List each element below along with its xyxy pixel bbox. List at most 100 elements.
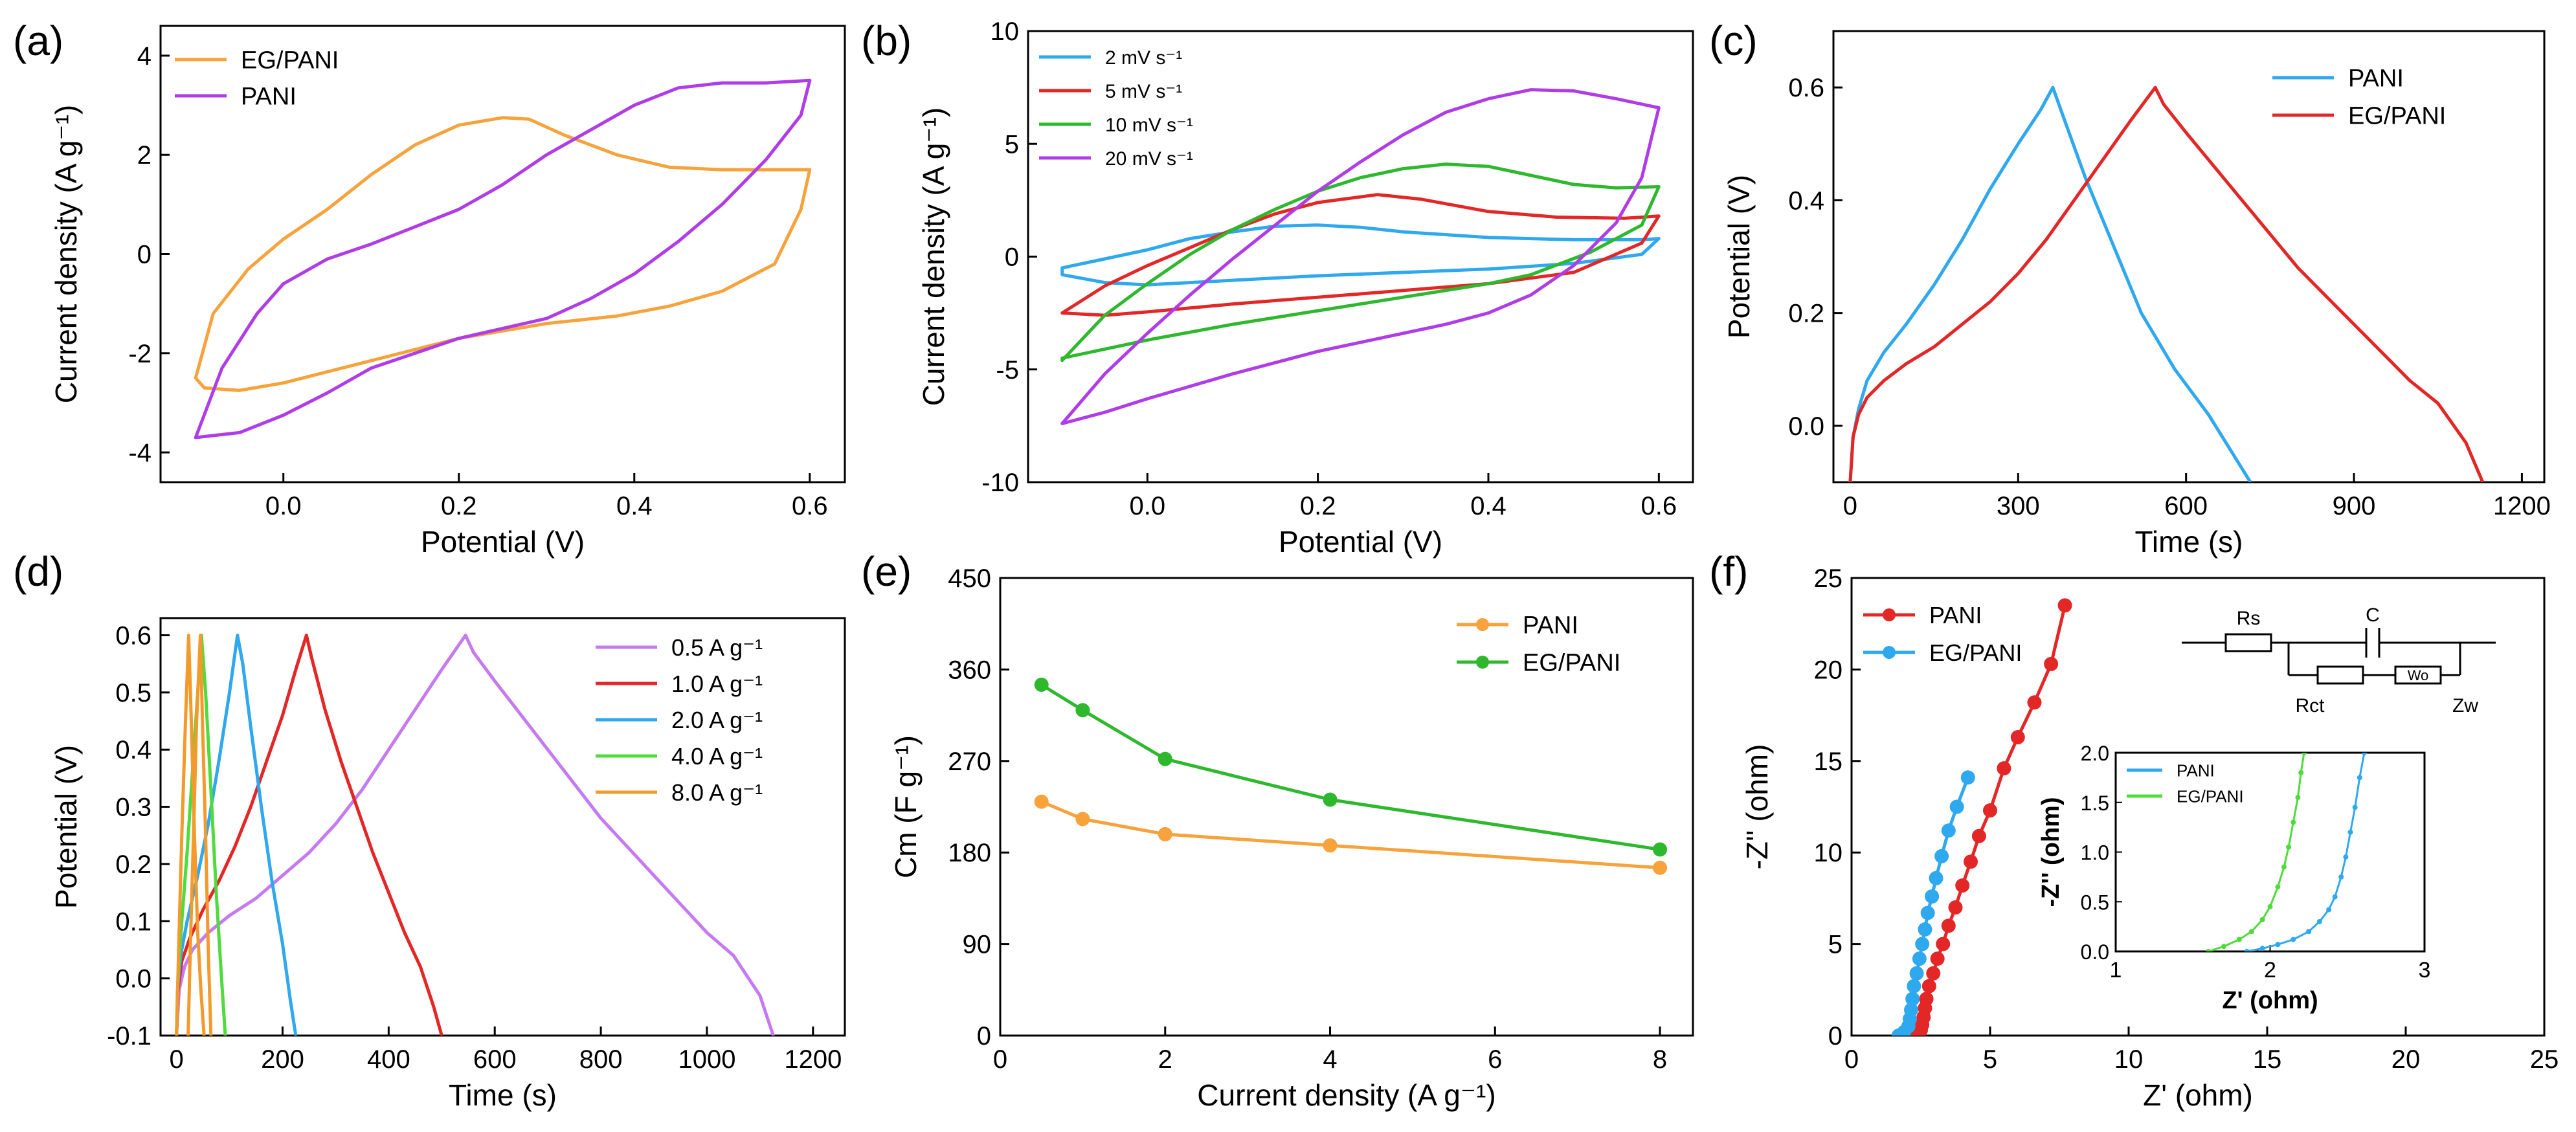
legend-label: 5 mV s⁻¹	[1105, 81, 1182, 102]
x-axis-label: Potential (V)	[1279, 525, 1442, 559]
y-tick-label: 0.4	[1788, 186, 1824, 215]
legend-marker	[1883, 608, 1896, 621]
x-tick-label: 8	[1653, 1045, 1667, 1074]
panel-e: (e) 0 2 4 6 8 0 90 180 270 360 450 Current density (…	[861, 548, 1694, 1112]
legend: PANI EG/PANI	[1863, 602, 2022, 666]
panel-label: (e)	[861, 548, 912, 595]
data-point	[1034, 677, 1049, 692]
legend: EG/PANI PANI	[175, 47, 339, 111]
legend-label: 4.0 A g⁻¹	[671, 743, 763, 770]
legend-label: PANI	[241, 83, 297, 111]
circuit-label-wo: Wo	[2408, 667, 2429, 683]
y-axis-label: Cm (F g⁻¹)	[889, 735, 923, 878]
inset-data-point	[2290, 819, 2296, 825]
data-point	[1955, 878, 1970, 893]
x-tick-label: 25	[2530, 1045, 2559, 1074]
panel-label: (c)	[1709, 17, 1758, 64]
data-point	[1034, 794, 1049, 809]
inset-data-point	[2347, 829, 2353, 835]
series-line	[1060, 88, 1661, 425]
y-tick-label: -0.1	[107, 1022, 151, 1050]
inset-data-point	[2301, 753, 2307, 755]
legend-label: 1.0 A g⁻¹	[671, 671, 763, 697]
circuit-label-zw: Zw	[2452, 695, 2478, 716]
data-point	[1925, 889, 1940, 904]
x-tick-label: 900	[2333, 492, 2376, 520]
legend-label: PANI	[2177, 760, 2215, 780]
y-tick-label: 360	[948, 656, 991, 684]
data-point	[1918, 922, 1932, 937]
data-point	[1653, 860, 1668, 875]
series-line	[1060, 193, 1661, 317]
x-tick-label: 15	[2253, 1045, 2282, 1074]
x-axis-label: Potential (V)	[421, 525, 585, 559]
x-tick-label: 6	[1488, 1045, 1502, 1074]
rs-resistor	[2224, 633, 2272, 652]
series-line	[1060, 162, 1661, 362]
y-tick-label: -2	[128, 340, 151, 368]
x-tick-label: 0.0	[1130, 492, 1166, 520]
legend-marker	[1476, 656, 1489, 669]
y-tick-label: 0.0	[1788, 412, 1824, 441]
y-tick-label: 0.1	[115, 907, 151, 936]
inset-y-tick-label: 0.0	[2081, 940, 2109, 964]
x-tick-label: 1000	[678, 1045, 735, 1074]
inset-data-point	[2295, 795, 2301, 801]
x-tick-label: 0.2	[1300, 492, 1336, 520]
x-tick-label: 600	[473, 1045, 517, 1074]
y-tick-label: 5	[1005, 130, 1019, 159]
data-point	[1158, 827, 1172, 841]
data-point	[1653, 842, 1668, 857]
inset-data-point	[2248, 929, 2254, 935]
panel-a: (a) 0.0 0.2 0.4 0.6 -4 -2 0 2 4 Potential (V) Curre…	[13, 17, 846, 559]
y-tick-label: 0.2	[115, 850, 151, 879]
series-line	[1848, 85, 2485, 482]
inset-x-tick-label: 1	[2110, 958, 2122, 982]
legend-label: EG/PANI	[241, 47, 339, 74]
inset-y-tick-label: 1.0	[2081, 841, 2109, 865]
inset-data-point	[2326, 907, 2332, 913]
y-tick-label: 15	[1814, 748, 1843, 776]
data-point	[1930, 951, 1945, 966]
inset-data-point	[2275, 942, 2281, 948]
data-point	[1920, 905, 1935, 920]
data-point	[1919, 992, 1934, 1006]
panel-c: (c) 0 300 600 900 1200 0.0 0.2 0.4 0.6 Time (s) Pot…	[1709, 17, 2551, 559]
x-tick-label: 0.6	[1641, 492, 1677, 520]
y-tick-label: 25	[1814, 564, 1843, 593]
series-line	[175, 634, 206, 1036]
inset-y-tick-label: 0.5	[2081, 891, 2109, 914]
circuit-label-c: C	[2366, 605, 2380, 626]
x-tick-label: 200	[261, 1045, 304, 1074]
inset-frame	[2114, 751, 2426, 953]
y-tick-label: 0.5	[115, 679, 151, 707]
data-point	[1075, 703, 1090, 718]
series-line	[175, 634, 443, 1036]
x-tick-label: 0.2	[441, 492, 477, 520]
x-tick-label: 800	[579, 1045, 623, 1074]
inset-data-point	[2338, 874, 2344, 880]
inset-x-tick-label: 2	[2264, 958, 2276, 982]
y-tick-label: -4	[128, 439, 151, 467]
data-point	[1936, 937, 1951, 951]
legend: PANI EG/PANI	[2127, 760, 2244, 806]
data-point	[1921, 979, 1936, 993]
y-tick-label: 20	[1814, 656, 1843, 684]
plot-frame	[1850, 577, 2546, 1037]
x-tick-label: 1200	[784, 1045, 842, 1074]
data-point	[1960, 770, 1975, 785]
inset-data-point	[2316, 918, 2322, 924]
data-point	[1904, 1003, 1919, 1017]
series-line	[1060, 223, 1661, 287]
inset-y-tick-label: 1.5	[2081, 792, 2109, 815]
plot-frame	[159, 617, 846, 1037]
x-tick-label: 0.0	[265, 492, 302, 520]
series-group	[194, 78, 812, 439]
wo-element	[2394, 665, 2442, 685]
inset-data-point	[2298, 770, 2304, 775]
data-point	[2044, 656, 2059, 671]
y-tick-label: 0.2	[1788, 300, 1824, 328]
data-point	[1905, 992, 1920, 1006]
legend-label: 2 mV s⁻¹	[1105, 47, 1182, 69]
